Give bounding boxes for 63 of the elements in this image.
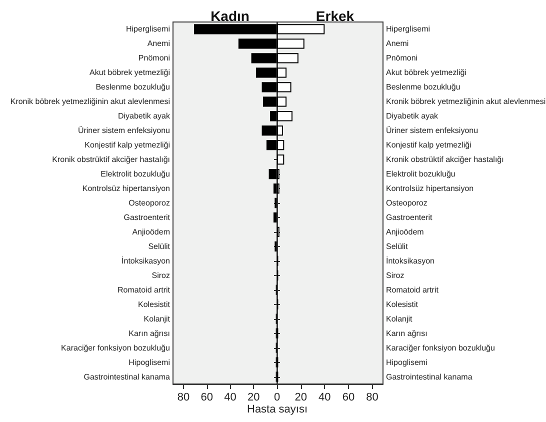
y-tick-label: Pnömoni (386, 54, 418, 63)
y-tick-label: Anemi (147, 39, 170, 48)
x-tick-label: 40 (318, 392, 331, 404)
y-tick-label: Hipoglisemi (128, 358, 170, 367)
x-tick-label: 80 (177, 392, 190, 404)
y-tick-label: Selülit (148, 242, 171, 251)
y-tick-label: Elektrolit bozukluğu (386, 170, 456, 179)
y-tick-label: Romatoid artrit (386, 285, 440, 294)
x-tick-label: 60 (200, 392, 214, 404)
y-tick-label: Kolesistit (386, 300, 419, 309)
y-tick-label: Kolesistit (138, 300, 171, 309)
y-tick-label: Hiperglisemi (386, 24, 430, 34)
y-tick-label: Anjioödem (132, 227, 170, 236)
y-tick-label: İntoksikasyon (386, 256, 434, 266)
y-tick-label: Kronik obstrüktif akciğer hastalığı (52, 155, 170, 164)
y-tick-label: Kronik böbrek yetmezliğinin akut alevlenmesi (386, 97, 546, 106)
y-tick-label: Selülit (386, 242, 409, 251)
y-tick-label: Gastroenterit (124, 212, 171, 222)
y-tick-label: Hiperglisemi (126, 24, 170, 34)
y-tick-label: Beslenme bozukluğu (386, 82, 460, 92)
x-tick-label: 0 (274, 392, 280, 404)
x-tick-label: 60 (342, 392, 355, 404)
y-tick-label: Beslenme bozukluğu (96, 82, 170, 92)
y-tick-label: Osteoporoz (386, 198, 428, 208)
y-tick-label: Kolanjit (386, 314, 414, 324)
y-tick-label: Gastroenterit (386, 212, 434, 222)
y-tick-label: Osteoporoz (128, 198, 170, 208)
y-tick-label: Kronik böbrek yetmezliğinin akut alevlenmesi (10, 97, 170, 106)
y-tick-label: Kontrolsüz hipertansiyon (82, 184, 170, 194)
y-tick-label: Gastrointestinal kanama (386, 372, 473, 382)
y-tick-label: Kontrolsüz hipertansiyon (386, 184, 474, 194)
y-tick-label: Elektrolit bozukluğu (100, 170, 170, 179)
x-tick-label: 40 (224, 392, 236, 404)
y-tick-label: Karaciğer fonksiyon bozukluğu (386, 343, 495, 352)
y-tick-label: Diyabetik ayak (386, 112, 440, 121)
y-tick-label: Diyabetik ayak (118, 112, 171, 121)
y-tick-label: Akut böbrek yetmezliği (90, 68, 170, 78)
x-tick-label: 20 (294, 392, 307, 404)
chart-title: Kadın (210, 8, 250, 24)
y-tick-label: Akut böbrek yetmezliği (386, 68, 467, 78)
y-tick-label: Siroz (152, 270, 170, 280)
y-tick-label: İntoksikasyon (122, 256, 170, 266)
y-tick-label: Konjestif kalp yetmezliği (84, 140, 170, 150)
y-tick-label: Siroz (386, 270, 404, 280)
y-tick-label: Gastrointestinal kanama (84, 372, 171, 382)
y-tick-label: Romatoid artrit (118, 285, 171, 294)
y-tick-label: Karın ağrısı (386, 328, 428, 338)
x-axis-title: Hasta sayısı (247, 404, 308, 416)
y-tick-label: Üriner sistem enfeksiyonu (78, 126, 170, 136)
y-tick-label: Kolanjit (144, 314, 171, 324)
y-tick-label: Üriner sistem enfeksiyonu (386, 126, 478, 136)
x-tick-label: 20 (248, 392, 260, 404)
y-tick-label: Anemi (386, 39, 409, 48)
chart-title: Erkek (316, 8, 354, 24)
y-tick-label: Konjestif kalp yetmezliği (386, 140, 472, 150)
y-tick-label: Karın ağrısı (128, 328, 170, 338)
bar (277, 154, 284, 165)
x-tick-label: 80 (366, 392, 378, 404)
y-tick-label: Kronik obstrüktif akciğer hastalığı (386, 155, 504, 164)
y-tick-label: Anjioödem (386, 227, 424, 236)
y-tick-label: Pnömoni (138, 54, 170, 63)
y-tick-label: Karaciğer fonksiyon bozukluğu (61, 343, 170, 352)
y-tick-label: Hipoglisemi (386, 358, 428, 367)
